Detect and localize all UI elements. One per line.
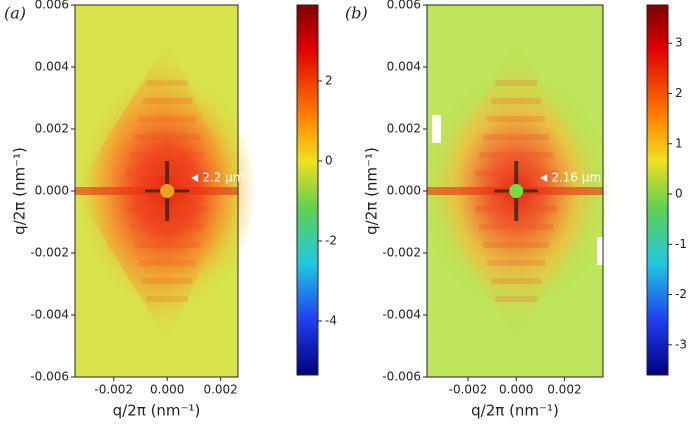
panel-label: (a) bbox=[4, 4, 26, 23]
colorbar-tick-label: -2 bbox=[675, 287, 687, 301]
annotation: 2.16 µm bbox=[551, 171, 601, 185]
fringe bbox=[134, 134, 201, 140]
x-axis-label: q/2π (nm⁻¹) bbox=[471, 402, 559, 420]
x-tick-label: -0.002 bbox=[94, 383, 133, 397]
y-tick-label: -0.002 bbox=[382, 246, 421, 260]
colorbar-tick-label: 3 bbox=[675, 36, 683, 50]
fringe bbox=[483, 134, 550, 140]
colorbar-tick-label: 0 bbox=[325, 154, 333, 168]
fringe bbox=[491, 98, 542, 104]
x-tick-label: -0.002 bbox=[449, 383, 488, 397]
fringe bbox=[495, 80, 538, 86]
x-axis-label: q/2π (nm⁻¹) bbox=[113, 402, 201, 420]
y-tick-label: 0.002 bbox=[35, 122, 69, 136]
panel-label: (b) bbox=[345, 4, 368, 23]
fringe bbox=[142, 278, 193, 284]
y-tick-label: -0.004 bbox=[30, 308, 69, 322]
fringe bbox=[495, 296, 538, 302]
y-tick-label: 0.004 bbox=[35, 60, 69, 74]
colorbar-tick-label: 1 bbox=[675, 136, 683, 150]
y-tick-label: 0.006 bbox=[35, 0, 69, 12]
fringe bbox=[487, 260, 546, 266]
y-tick-label: -0.006 bbox=[382, 370, 421, 384]
fringe bbox=[142, 98, 193, 104]
annotation: 2.2 µm bbox=[202, 171, 244, 185]
y-tick-label: 0.006 bbox=[387, 0, 421, 12]
fringe bbox=[146, 296, 189, 302]
x-tick-label: 0.000 bbox=[150, 383, 184, 397]
colorbar bbox=[646, 4, 669, 376]
fringe bbox=[487, 116, 546, 122]
fringe bbox=[138, 260, 197, 266]
y-tick-label: 0.000 bbox=[387, 184, 421, 198]
fringe bbox=[138, 116, 197, 122]
fringe bbox=[483, 242, 550, 248]
fringe bbox=[491, 278, 542, 284]
colorbar-tick-label: 2 bbox=[675, 86, 683, 100]
beam-stop bbox=[509, 184, 524, 198]
y-tick-label: -0.002 bbox=[30, 246, 69, 260]
x-tick-label: 0.002 bbox=[203, 383, 237, 397]
y-axis-label: q/2π (nm⁻¹) bbox=[11, 147, 29, 235]
colorbar-tick-label: 0 bbox=[675, 187, 683, 201]
y-tick-label: 0.000 bbox=[35, 184, 69, 198]
colorbar-tick-label: 2 bbox=[325, 74, 333, 88]
fringe bbox=[479, 224, 554, 230]
beam-stop bbox=[160, 184, 175, 198]
fringe bbox=[134, 242, 201, 248]
y-axis-label: q/2π (nm⁻¹) bbox=[363, 147, 381, 235]
colorbar-tick-label: -1 bbox=[675, 237, 687, 251]
y-tick-label: -0.006 bbox=[30, 370, 69, 384]
colorbar-tick-label: -2 bbox=[325, 234, 337, 248]
colorbar bbox=[296, 4, 319, 376]
mask bbox=[597, 237, 606, 265]
y-tick-label: -0.004 bbox=[382, 308, 421, 322]
annotation-arrow bbox=[540, 174, 548, 182]
colorbar-tick-label: -3 bbox=[675, 337, 687, 351]
mask bbox=[432, 115, 441, 143]
x-tick-label: 0.002 bbox=[547, 383, 581, 397]
x-tick-label: 0.000 bbox=[499, 383, 533, 397]
fringe bbox=[130, 152, 205, 158]
fringe bbox=[479, 152, 554, 158]
fringe bbox=[130, 224, 205, 230]
y-tick-label: 0.004 bbox=[387, 60, 421, 74]
annotation-arrow bbox=[191, 174, 199, 182]
fringe bbox=[146, 80, 189, 86]
colorbar-tick-label: -4 bbox=[325, 314, 337, 328]
y-tick-label: 0.002 bbox=[387, 122, 421, 136]
